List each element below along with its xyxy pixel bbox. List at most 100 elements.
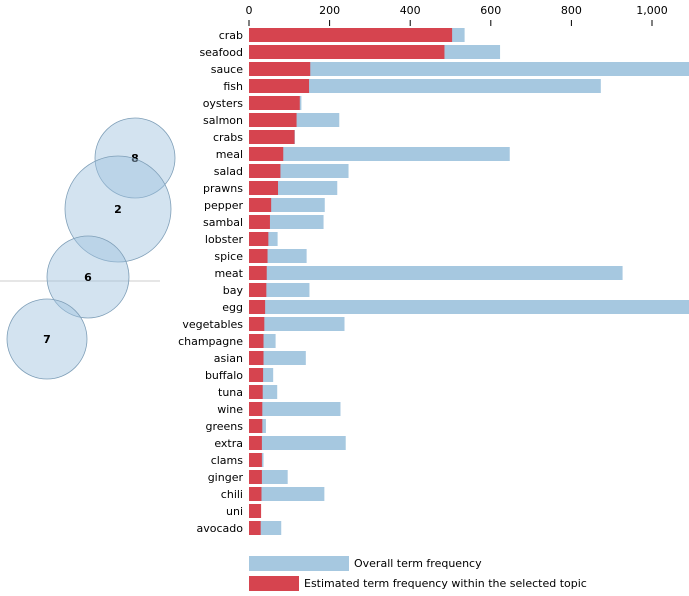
- topic-frequency-bar[interactable]: [249, 334, 264, 348]
- term-label[interactable]: salmon: [203, 114, 243, 127]
- term-row[interactable]: lobster: [205, 232, 278, 246]
- term-label[interactable]: buffalo: [205, 369, 243, 382]
- term-row[interactable]: asian: [214, 351, 306, 365]
- term-row[interactable]: pepper: [204, 198, 325, 212]
- term-label[interactable]: oysters: [203, 97, 244, 110]
- topic-circle[interactable]: [64, 155, 172, 263]
- topic-frequency-bar[interactable]: [249, 266, 267, 280]
- topic-frequency-bar[interactable]: [249, 385, 263, 399]
- term-row[interactable]: salmon: [203, 113, 340, 127]
- term-row[interactable]: seafood: [199, 45, 501, 59]
- term-row[interactable]: greens: [205, 419, 266, 433]
- overall-frequency-bar[interactable]: [249, 62, 689, 76]
- topic-frequency-bar[interactable]: [249, 300, 266, 314]
- term-row[interactable]: salad: [214, 164, 349, 178]
- topic-frequency-bar[interactable]: [249, 521, 261, 535]
- term-row[interactable]: crabs: [213, 130, 295, 144]
- term-row[interactable]: champagne: [178, 334, 276, 348]
- overall-frequency-bar[interactable]: [249, 436, 346, 450]
- term-label[interactable]: prawns: [203, 182, 243, 195]
- topic-frequency-bar[interactable]: [249, 79, 310, 93]
- overall-frequency-bar[interactable]: [249, 487, 325, 501]
- term-row[interactable]: egg: [222, 300, 689, 314]
- term-label[interactable]: clams: [211, 454, 244, 467]
- term-row[interactable]: sambal: [203, 215, 324, 229]
- topic-circle-2[interactable]: 2: [64, 155, 172, 263]
- term-row[interactable]: chili: [221, 487, 325, 501]
- topic-frequency-bar[interactable]: [249, 164, 281, 178]
- term-label[interactable]: crab: [219, 29, 243, 42]
- topic-frequency-bar[interactable]: [249, 113, 297, 127]
- topic-frequency-bar[interactable]: [249, 317, 265, 331]
- topic-frequency-bar[interactable]: [249, 453, 262, 467]
- term-row[interactable]: clams: [211, 453, 264, 467]
- topic-frequency-bar[interactable]: [249, 351, 264, 365]
- term-label[interactable]: champagne: [178, 335, 243, 348]
- topic-circle[interactable]: [46, 235, 130, 319]
- topic-frequency-bar[interactable]: [249, 147, 284, 161]
- topic-frequency-bar[interactable]: [249, 419, 263, 433]
- overall-frequency-bar[interactable]: [249, 147, 510, 161]
- topic-frequency-bar[interactable]: [249, 181, 279, 195]
- term-label[interactable]: spice: [214, 250, 243, 263]
- topic-circle-7[interactable]: 7: [6, 298, 88, 380]
- term-row[interactable]: fish: [223, 79, 601, 93]
- term-row[interactable]: wine: [217, 402, 341, 416]
- overall-frequency-bar[interactable]: [249, 300, 689, 314]
- topic-frequency-bar[interactable]: [249, 504, 262, 518]
- term-row[interactable]: vegetables: [182, 317, 345, 331]
- topic-frequency-bar[interactable]: [249, 198, 272, 212]
- term-label[interactable]: chili: [221, 488, 243, 501]
- term-label[interactable]: meal: [216, 148, 243, 161]
- topic-frequency-bar[interactable]: [249, 487, 262, 501]
- term-label[interactable]: vegetables: [182, 318, 243, 331]
- term-label[interactable]: egg: [222, 301, 243, 314]
- topic-frequency-bar[interactable]: [249, 402, 263, 416]
- term-label[interactable]: seafood: [199, 46, 243, 59]
- term-label[interactable]: salad: [214, 165, 243, 178]
- topic-frequency-bar[interactable]: [249, 368, 264, 382]
- topic-frequency-bar[interactable]: [249, 45, 445, 59]
- topic-frequency-bar[interactable]: [249, 96, 300, 110]
- topic-frequency-bar[interactable]: [249, 130, 295, 144]
- term-label[interactable]: sambal: [203, 216, 243, 229]
- term-row[interactable]: avocado: [197, 521, 282, 535]
- topic-circle-6[interactable]: 6: [46, 235, 130, 319]
- overall-frequency-bar[interactable]: [249, 402, 341, 416]
- term-row[interactable]: extra: [214, 436, 346, 450]
- term-row[interactable]: oysters: [203, 96, 302, 110]
- term-label[interactable]: pepper: [204, 199, 243, 212]
- topic-frequency-bar[interactable]: [249, 62, 311, 76]
- term-label[interactable]: uni: [226, 505, 243, 518]
- term-label[interactable]: sauce: [211, 63, 243, 76]
- topic-frequency-bar[interactable]: [249, 215, 270, 229]
- term-label[interactable]: wine: [217, 403, 243, 416]
- term-label[interactable]: asian: [214, 352, 243, 365]
- topic-circle[interactable]: [6, 298, 88, 380]
- term-label[interactable]: ginger: [208, 471, 244, 484]
- overall-frequency-bar[interactable]: [249, 79, 601, 93]
- term-row[interactable]: bay: [223, 283, 310, 297]
- term-row[interactable]: prawns: [203, 181, 338, 195]
- term-row[interactable]: ginger: [208, 470, 288, 484]
- topic-circle[interactable]: [94, 117, 176, 199]
- topic-frequency-bar[interactable]: [249, 283, 267, 297]
- term-label[interactable]: fish: [223, 80, 243, 93]
- term-label[interactable]: crabs: [213, 131, 243, 144]
- term-row[interactable]: crab: [219, 28, 465, 42]
- term-label[interactable]: bay: [223, 284, 244, 297]
- term-row[interactable]: uni: [226, 504, 262, 518]
- overall-frequency-bar[interactable]: [249, 266, 623, 280]
- topic-frequency-bar[interactable]: [249, 470, 262, 484]
- topic-frequency-bar[interactable]: [249, 249, 268, 263]
- term-row[interactable]: buffalo: [205, 368, 274, 382]
- term-label[interactable]: lobster: [205, 233, 244, 246]
- topic-frequency-bar[interactable]: [249, 436, 262, 450]
- overall-frequency-bar[interactable]: [249, 317, 345, 331]
- term-row[interactable]: sauce: [211, 62, 689, 76]
- term-label[interactable]: greens: [205, 420, 243, 433]
- term-row[interactable]: meal: [216, 147, 510, 161]
- term-row[interactable]: tuna: [218, 385, 278, 399]
- term-label[interactable]: avocado: [197, 522, 244, 535]
- term-row[interactable]: spice: [214, 249, 307, 263]
